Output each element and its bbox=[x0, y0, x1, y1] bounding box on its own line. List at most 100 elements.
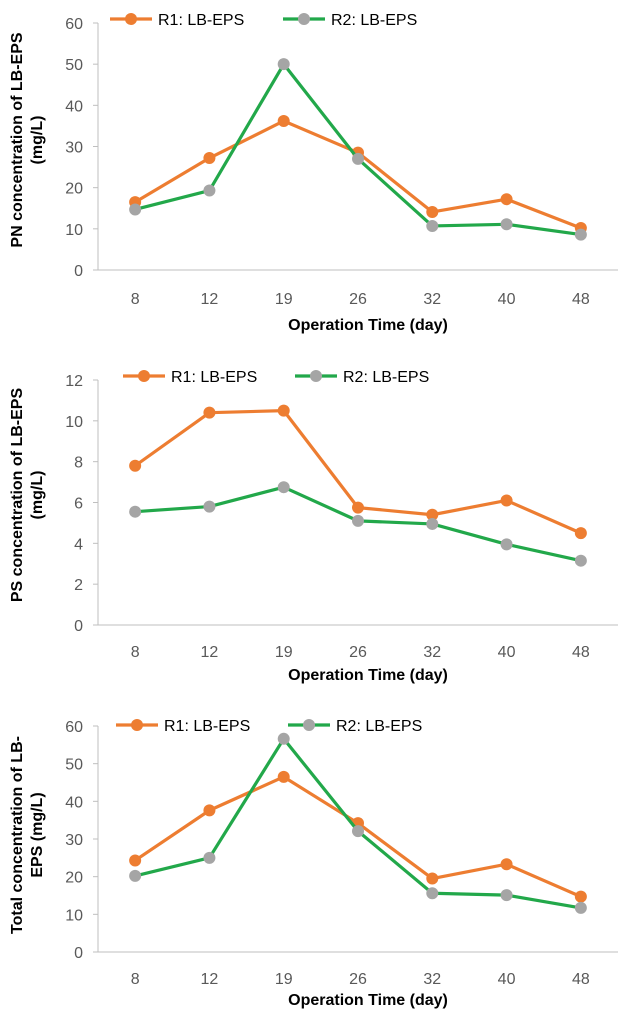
data-point-r2 bbox=[426, 887, 439, 900]
data-point-r1 bbox=[352, 501, 364, 514]
data-point-r2 bbox=[277, 732, 290, 745]
y-axis-title-line-2: (mg/L) bbox=[29, 471, 46, 520]
data-point-r1 bbox=[277, 770, 290, 783]
y-tick-label: 60 bbox=[65, 16, 83, 33]
y-tick-label: 8 bbox=[74, 455, 83, 472]
data-point-r1 bbox=[500, 193, 513, 206]
data-point-r1 bbox=[574, 527, 587, 540]
legend-marker bbox=[125, 13, 137, 25]
y-tick-label: 0 bbox=[74, 618, 83, 635]
data-point-r1 bbox=[203, 804, 216, 817]
x-tick-label: 19 bbox=[275, 291, 293, 308]
x-tick-label: 12 bbox=[201, 291, 219, 308]
y-axis-title-line-1: PS concentration of LB-EPS bbox=[9, 388, 26, 603]
data-point-r1 bbox=[129, 459, 142, 472]
data-point-r2 bbox=[500, 889, 513, 902]
data-point-r1 bbox=[500, 858, 513, 871]
y-tick-label: 0 bbox=[74, 945, 83, 962]
x-tick-label: 48 bbox=[572, 291, 590, 308]
data-point-r1 bbox=[203, 406, 216, 419]
chart-panel-total: 0 10 20 30 40 50 60 8 12 19 26 32 40 48 Operation Time… bbox=[0, 705, 629, 1014]
y-tick-label: 60 bbox=[65, 719, 83, 736]
y-axis-title: Total concentration of LB- EPS (mg/L) bbox=[9, 736, 46, 934]
legend-marker bbox=[310, 370, 322, 382]
y-tick-label: 30 bbox=[65, 140, 83, 157]
data-point-r2 bbox=[500, 218, 513, 231]
x-tick-label: 48 bbox=[572, 644, 590, 661]
data-point-r2 bbox=[129, 203, 142, 216]
y-axis-title-line-1: Total concentration of LB- bbox=[9, 736, 26, 934]
y-axis-title: PN concentration of LB-EPS (mg/L) bbox=[9, 32, 46, 247]
legend-marker bbox=[131, 719, 143, 731]
pn-chart: 0 10 20 30 40 50 60 8 12 19 26 32 40 48 Operation Time… bbox=[9, 12, 618, 334]
y-tick-label: 20 bbox=[65, 181, 83, 198]
data-point-r2 bbox=[277, 58, 290, 71]
ps-chart: 0 2 4 6 8 10 12 8 12 19 26 32 40 48 Operation Time (da… bbox=[9, 369, 618, 684]
data-point-r2 bbox=[574, 228, 587, 241]
data-point-r2 bbox=[574, 554, 587, 567]
data-point-r1 bbox=[574, 890, 587, 903]
x-tick-label: 26 bbox=[349, 644, 367, 661]
series-line-r1 bbox=[134, 119, 582, 230]
x-tick-label: 12 bbox=[201, 971, 219, 988]
x-tick-label: 32 bbox=[423, 644, 441, 661]
data-point-r1 bbox=[426, 872, 439, 885]
y-tick-label: 4 bbox=[74, 536, 83, 553]
data-point-r2 bbox=[352, 514, 364, 527]
y-tick-label: 40 bbox=[65, 98, 83, 115]
data-point-r2 bbox=[203, 184, 216, 197]
data-point-r1 bbox=[277, 114, 290, 127]
data-point-r1 bbox=[426, 205, 439, 218]
data-point-r2 bbox=[426, 219, 439, 232]
y-tick-label: 30 bbox=[65, 832, 83, 849]
x-axis-title: Operation Time (day) bbox=[288, 992, 448, 1009]
y-tick-label: 50 bbox=[65, 57, 83, 74]
x-tick-label: 8 bbox=[131, 644, 140, 661]
y-axis-title-line-2: (mg/L) bbox=[29, 116, 46, 165]
y-axis-title: PS concentration of LB-EPS (mg/L) bbox=[9, 388, 46, 603]
y-tick-label: 0 bbox=[74, 263, 83, 280]
x-tick-label: 8 bbox=[131, 971, 140, 988]
data-point-r2 bbox=[500, 538, 513, 551]
data-point-r1 bbox=[129, 854, 142, 867]
total-chart: 0 10 20 30 40 50 60 8 12 19 26 32 40 48 Operation Time… bbox=[9, 718, 618, 1009]
x-tick-label: 26 bbox=[349, 971, 367, 988]
y-tick-label: 12 bbox=[65, 373, 83, 390]
x-tick-label: 40 bbox=[498, 291, 516, 308]
x-tick-label: 40 bbox=[498, 971, 516, 988]
data-point-r2 bbox=[352, 825, 364, 838]
x-tick-label: 40 bbox=[498, 644, 516, 661]
y-tick-label: 20 bbox=[65, 870, 83, 887]
data-point-r2 bbox=[129, 869, 142, 882]
x-axis-title: Operation Time (day) bbox=[288, 317, 448, 334]
x-tick-label: 19 bbox=[275, 971, 293, 988]
legend-label: R1: LB-EPS bbox=[171, 369, 257, 386]
x-tick-label: 8 bbox=[131, 291, 140, 308]
y-tick-label: 40 bbox=[65, 794, 83, 811]
legend-label: R2: LB-EPS bbox=[336, 718, 422, 735]
data-point-r1 bbox=[426, 508, 439, 521]
y-tick-label: 10 bbox=[65, 222, 83, 239]
y-axis-title-line-2: EPS (mg/L) bbox=[29, 792, 46, 877]
x-axis-title: Operation Time (day) bbox=[288, 667, 448, 684]
legend-label: R1: LB-EPS bbox=[158, 12, 244, 29]
legend-label: R2: LB-EPS bbox=[331, 12, 417, 29]
legend-marker bbox=[303, 719, 315, 731]
x-tick-label: 32 bbox=[423, 291, 441, 308]
y-tick-label: 10 bbox=[65, 907, 83, 924]
data-point-r2 bbox=[203, 500, 216, 513]
y-tick-label: 50 bbox=[65, 757, 83, 774]
chart-panel-pn: 0 10 20 30 40 50 60 8 12 19 26 32 40 48 Operation Time… bbox=[0, 0, 629, 340]
legend-label: R1: LB-EPS bbox=[164, 718, 250, 735]
legend-marker bbox=[138, 370, 150, 382]
data-point-r2 bbox=[426, 517, 439, 530]
data-point-r1 bbox=[277, 404, 290, 417]
legend-label: R2: LB-EPS bbox=[343, 369, 429, 386]
data-point-r1 bbox=[500, 494, 513, 507]
y-tick-label: 2 bbox=[74, 577, 83, 594]
y-axis-title-line-1: PN concentration of LB-EPS bbox=[9, 32, 26, 247]
x-tick-label: 32 bbox=[423, 971, 441, 988]
x-tick-label: 26 bbox=[349, 291, 367, 308]
x-tick-label: 12 bbox=[201, 644, 219, 661]
chart-panel-ps: 0 2 4 6 8 10 12 8 12 19 26 32 40 48 Operation Time (da… bbox=[0, 355, 629, 690]
